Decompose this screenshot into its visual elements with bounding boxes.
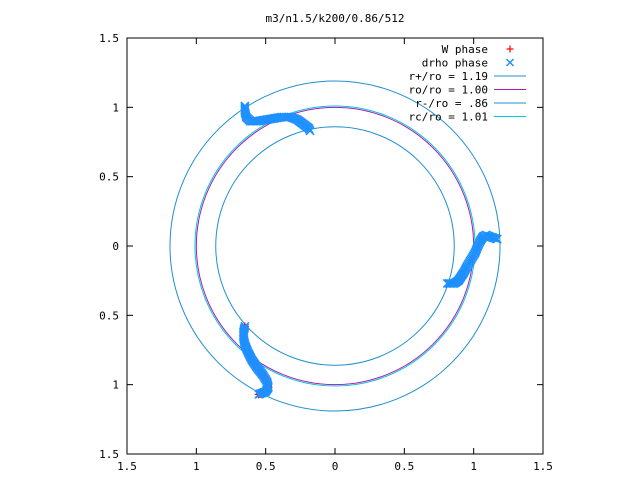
y-tick-label: 1: [112, 101, 119, 114]
legend-label: ro/ro = 1.00: [409, 84, 488, 97]
y-tick-label: 1.5: [99, 32, 119, 45]
x-tick-label: 0.5: [256, 460, 276, 473]
x-tick-label: 1: [470, 460, 477, 473]
drho-phase-point: [442, 278, 452, 288]
circle-r--curve: [215, 126, 455, 366]
cross-b: [442, 278, 452, 288]
y-tick-label: 0.5: [99, 309, 119, 322]
cross-b: [240, 338, 250, 348]
circle-r+-curve: [169, 80, 501, 412]
legend-label: W phase: [442, 43, 488, 56]
axis-ticks: 1.5 1 0.5 0 0.5 1 1.51.510.500.511.5: [99, 32, 553, 473]
legend-label: r-/ro = .86: [415, 97, 488, 110]
drho-phase-point: [446, 278, 457, 288]
legend-label: rc/ro = 1.01: [409, 111, 488, 124]
legend-plus-marker: [506, 45, 514, 53]
legend-label: drho phase: [422, 57, 488, 70]
cross-b: [254, 389, 264, 399]
cross-b: [505, 58, 515, 67]
cross-b: [446, 278, 457, 288]
radius-circles: [169, 80, 501, 412]
chart-title: m3/n1.5/k200/0.86/512: [265, 12, 404, 25]
legend-label: r+/ro = 1.19: [409, 70, 488, 83]
y-tick-label: 0.5: [99, 171, 119, 184]
cross-b: [239, 337, 249, 347]
cross-b: [445, 278, 455, 288]
drho-phase-point: [254, 389, 264, 399]
cross-b: [305, 126, 315, 136]
drho-phase-point: [444, 278, 454, 288]
y-tick-label: 1: [112, 379, 119, 392]
x-tick-label: 1: [193, 460, 200, 473]
x-tick-label: 0.5: [394, 460, 414, 473]
x-tick-label: 1.5: [533, 460, 553, 473]
drho-phase-point: [445, 278, 455, 288]
circle-ro-curve: [195, 106, 475, 386]
drho-phase-point: [305, 126, 315, 136]
x-tick-label: 1.5: [117, 460, 137, 473]
cross-b: [239, 335, 249, 345]
x-tick-label: 0: [332, 460, 339, 473]
cross-b: [444, 278, 454, 288]
y-tick-label: 1.5: [99, 448, 119, 461]
phase-series: [238, 101, 502, 399]
cross-b: [284, 112, 294, 122]
y-tick-label: 0: [112, 240, 119, 253]
legend-cross-marker: [505, 58, 515, 67]
